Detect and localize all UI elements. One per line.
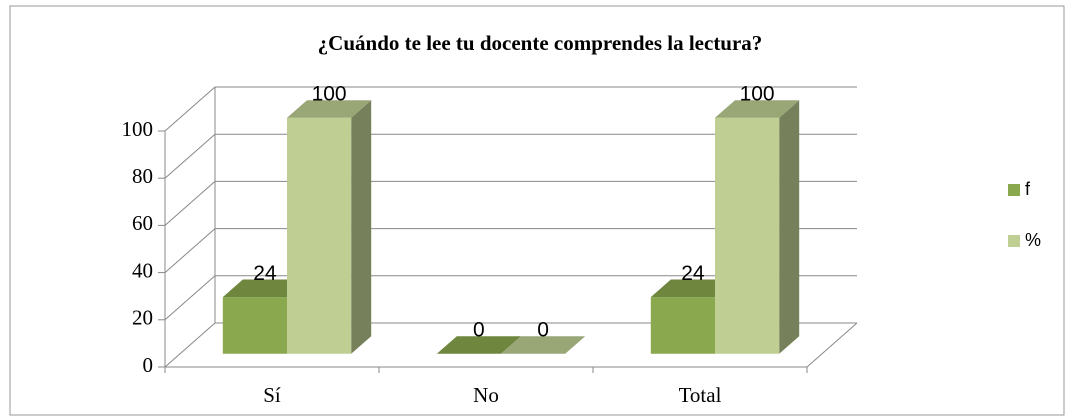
grid-line [164, 322, 857, 368]
bar-top [287, 100, 372, 118]
grid-line [164, 275, 857, 321]
data-label: 100 [740, 83, 775, 106]
bar-top [715, 100, 800, 118]
grid-line [164, 228, 857, 273]
bar-front [715, 117, 780, 354]
data-label: 0 [537, 319, 549, 342]
bar-front [650, 297, 715, 354]
legend-label: % [1025, 230, 1041, 250]
bar-side [779, 100, 800, 354]
bar-top [222, 279, 307, 298]
bar [501, 336, 586, 354]
bar [436, 336, 521, 354]
bar-front [222, 297, 287, 354]
data-label: 0 [473, 319, 485, 342]
y-tick-label: 20 [132, 306, 153, 330]
y-tick-label: 100 [122, 117, 154, 141]
x-tick-label: Total [679, 383, 722, 407]
bar-top [650, 279, 735, 298]
data-label: 100 [312, 83, 347, 106]
bar-top [501, 336, 586, 354]
y-tick-label: 60 [132, 211, 153, 235]
grid-line [164, 180, 857, 226]
chart-title: ¿Cuándo te lee tu docente comprendes la … [318, 31, 763, 55]
bar [715, 100, 800, 354]
legend-label: f [1025, 179, 1031, 199]
bar-top [436, 336, 521, 354]
bar [287, 100, 372, 354]
data-label: 24 [253, 262, 277, 285]
y-tick-label: 40 [132, 258, 153, 282]
legend-swatch [1008, 235, 1020, 247]
bar-front [287, 117, 352, 354]
x-tick-label: Sí [263, 383, 281, 407]
bar-side [351, 100, 372, 354]
data-label: 24 [681, 262, 705, 285]
y-tick-label: 0 [143, 353, 154, 377]
y-tick-label: 80 [132, 164, 153, 188]
x-tick-label: No [473, 383, 499, 407]
grid-line [164, 86, 857, 132]
legend-swatch [1008, 184, 1020, 196]
grid-line [164, 133, 857, 179]
